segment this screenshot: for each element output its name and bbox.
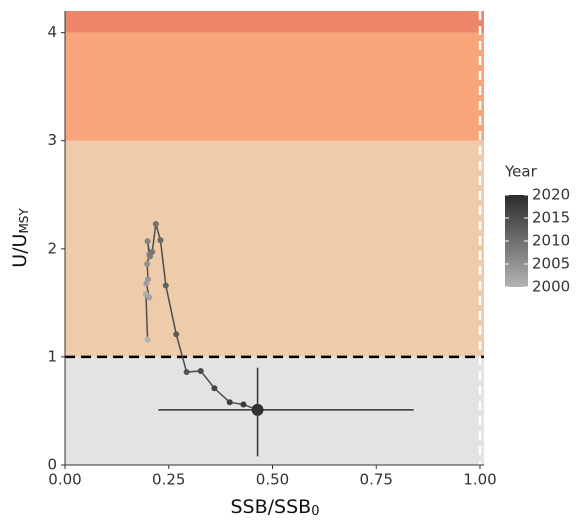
legend-tick-label: 2010 (532, 232, 570, 250)
point (152, 220, 159, 227)
point (145, 276, 151, 283)
y-tick-label: 4 (47, 23, 57, 41)
legend-colorbar (505, 195, 528, 287)
legend-title: Year (504, 163, 538, 181)
x-tick-label: 0.75 (360, 471, 393, 489)
zone-band (65, 140, 484, 357)
point (144, 336, 151, 343)
y-tick-label: 1 (47, 347, 57, 365)
x-tick-label: 0.50 (256, 471, 289, 489)
zone-band (65, 11, 484, 33)
point (162, 282, 169, 289)
legend-tick-label: 2015 (532, 209, 570, 227)
point (157, 237, 164, 244)
zone-band (65, 356, 484, 465)
legend-tick-label: 2000 (532, 278, 570, 296)
y-tick-label: 0 (47, 456, 57, 474)
x-tick-label: 0.25 (152, 471, 185, 489)
point (240, 401, 247, 408)
point (197, 367, 204, 374)
x-label: SSB/SSB (231, 496, 312, 518)
point (144, 238, 151, 245)
legend-tick-label: 2005 (532, 255, 570, 273)
point (226, 399, 233, 406)
y-label-sub: MSY (17, 208, 31, 234)
x-label-sub: 0 (311, 504, 319, 519)
point (144, 260, 151, 267)
point (149, 249, 156, 256)
y-tick-label: 3 (47, 131, 57, 149)
point (183, 369, 190, 376)
y-axis-title: U/UMSY (9, 208, 31, 268)
x-tick-label: 0.00 (48, 471, 81, 489)
point (146, 294, 153, 301)
x-axis-title: SSB/SSB0 (231, 496, 320, 519)
legend-tick-label: 2020 (532, 186, 570, 204)
zone-band (65, 32, 484, 141)
point (251, 403, 264, 416)
x-tick-label: 1.00 (463, 471, 496, 489)
y-label: U/U (9, 234, 31, 268)
y-tick-label: 2 (47, 239, 57, 257)
point (211, 385, 218, 392)
point (173, 331, 180, 338)
